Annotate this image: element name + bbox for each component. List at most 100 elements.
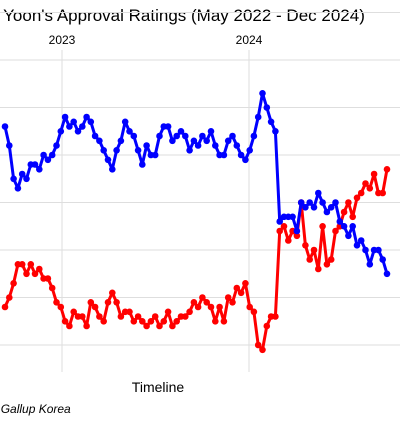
series-0-point-26 bbox=[113, 299, 120, 306]
series-0-point-85 bbox=[366, 185, 374, 192]
series-0-point-18 bbox=[79, 313, 86, 320]
series-0-point-72 bbox=[310, 246, 318, 254]
series-1-point-35 bbox=[151, 151, 159, 159]
series-1-point-16 bbox=[70, 118, 77, 126]
series-0-point-64 bbox=[276, 227, 284, 235]
series-0-point-15 bbox=[66, 322, 73, 330]
series-0-point-11 bbox=[48, 284, 56, 292]
series-0-point-83 bbox=[357, 189, 365, 197]
series-0-point-59 bbox=[254, 341, 262, 349]
series-0-point-73 bbox=[315, 265, 322, 273]
x-tick-label-2024: 2024 bbox=[236, 33, 263, 47]
source-caption: Source: Gallup Korea bbox=[0, 402, 71, 416]
series-1-point-74 bbox=[319, 199, 326, 206]
series-0-point-63 bbox=[272, 313, 279, 320]
series-1-point-21 bbox=[91, 132, 99, 140]
series-0-point-84 bbox=[362, 180, 369, 187]
series-1-point-47 bbox=[203, 137, 210, 145]
series-0-point-51 bbox=[220, 318, 228, 325]
series-0-point-58 bbox=[250, 308, 258, 316]
series-0-point-0 bbox=[1, 303, 9, 311]
series-1-point-52 bbox=[224, 137, 232, 145]
series-0-point-55 bbox=[237, 289, 245, 297]
series-1-point-71 bbox=[306, 199, 314, 206]
series-0-point-6 bbox=[27, 261, 35, 268]
series-1-point-67 bbox=[289, 213, 296, 221]
series-0-point-79 bbox=[340, 208, 348, 216]
series-0-point-68 bbox=[293, 232, 301, 240]
series-1-point-73 bbox=[315, 189, 322, 197]
series-1-point-24 bbox=[104, 156, 112, 164]
series-1-point-11 bbox=[48, 151, 56, 159]
series-1-point-9 bbox=[40, 151, 47, 159]
series-0-point-24 bbox=[104, 299, 112, 306]
series-0-point-2 bbox=[10, 280, 17, 287]
series-1-point-87 bbox=[375, 246, 382, 254]
series-1-point-41 bbox=[177, 128, 185, 135]
series-1-point-62 bbox=[267, 118, 275, 126]
series-0-point-16 bbox=[70, 308, 77, 316]
series-1-point-3 bbox=[14, 185, 22, 192]
series-1-point-33 bbox=[143, 142, 150, 149]
series-1-point-12 bbox=[53, 142, 60, 149]
series-1-point-48 bbox=[207, 128, 215, 135]
series-0-point-82 bbox=[353, 194, 361, 202]
series-0-point-12 bbox=[53, 299, 60, 306]
series-0-point-71 bbox=[306, 256, 314, 263]
series-0-point-23 bbox=[100, 318, 107, 325]
series-0-point-38 bbox=[164, 308, 172, 316]
series-1-point-72 bbox=[310, 204, 318, 211]
series-1-point-32 bbox=[139, 161, 146, 168]
series-0-point-19 bbox=[83, 322, 90, 330]
series-1-point-2 bbox=[10, 175, 17, 183]
series-1-point-27 bbox=[117, 137, 125, 145]
series-1-point-7 bbox=[31, 161, 39, 168]
series-1-point-8 bbox=[36, 166, 43, 173]
series-1-point-61 bbox=[263, 104, 271, 111]
series-0-point-4 bbox=[18, 261, 26, 268]
series-0-point-32 bbox=[139, 318, 146, 325]
series-1-point-81 bbox=[349, 223, 357, 230]
series-0-point-47 bbox=[203, 299, 210, 306]
series-0-point-22 bbox=[96, 313, 103, 320]
series-0-point-30 bbox=[130, 318, 138, 325]
series-1-point-49 bbox=[212, 142, 219, 149]
series-1-point-18 bbox=[79, 123, 86, 130]
series-0-point-56 bbox=[242, 280, 249, 287]
series-0-point-45 bbox=[194, 303, 202, 311]
series-layer bbox=[1, 90, 391, 354]
series-1-point-29 bbox=[126, 128, 133, 135]
series-0-point-89 bbox=[383, 166, 391, 173]
series-1-point-42 bbox=[182, 132, 189, 140]
series-1-point-25 bbox=[109, 166, 116, 173]
series-0-point-80 bbox=[345, 199, 352, 206]
series-0-point-44 bbox=[190, 299, 198, 306]
series-0-point-54 bbox=[233, 284, 241, 292]
series-1-point-79 bbox=[340, 223, 348, 230]
series-0-point-86 bbox=[370, 170, 378, 178]
series-1-point-44 bbox=[190, 137, 198, 145]
series-0-point-34 bbox=[147, 318, 155, 325]
series-1-point-45 bbox=[194, 142, 202, 149]
series-1-point-30 bbox=[130, 132, 138, 140]
series-1-point-88 bbox=[379, 256, 387, 263]
x-tick-label-2023: 2023 bbox=[49, 33, 76, 47]
series-1-point-75 bbox=[323, 208, 331, 216]
series-0-point-5 bbox=[23, 270, 30, 278]
series-0-point-74 bbox=[319, 223, 326, 230]
series-1-point-13 bbox=[57, 128, 65, 135]
series-0-point-42 bbox=[182, 313, 189, 320]
series-1-point-46 bbox=[199, 132, 206, 140]
series-0-point-27 bbox=[117, 313, 125, 320]
series-1-point-76 bbox=[327, 204, 335, 211]
series-1-point-4 bbox=[18, 170, 26, 178]
series-1-point-78 bbox=[336, 218, 344, 225]
series-0-point-7 bbox=[31, 270, 39, 278]
series-1-point-14 bbox=[61, 113, 69, 121]
series-0-point-49 bbox=[212, 318, 219, 325]
series-0-point-33 bbox=[143, 322, 150, 330]
series-1-point-38 bbox=[164, 123, 172, 130]
series-1-point-68 bbox=[293, 227, 301, 235]
series-1-point-17 bbox=[74, 128, 82, 135]
series-0-point-88 bbox=[379, 189, 387, 197]
